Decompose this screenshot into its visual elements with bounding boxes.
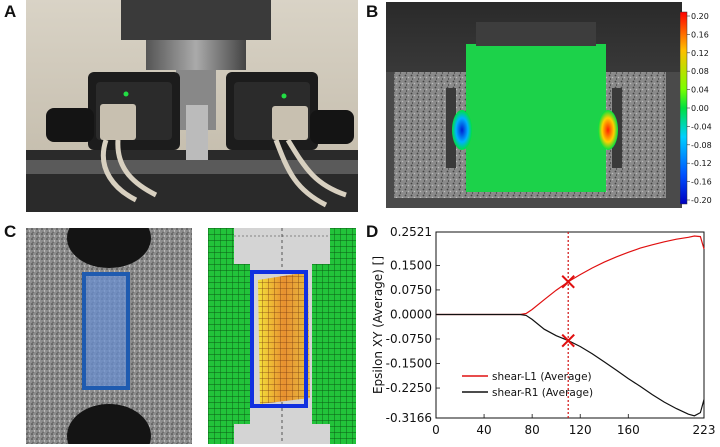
deformed-mesh-image (208, 228, 356, 444)
x-tick-label: 0 (432, 423, 440, 437)
plot-frame (435, 231, 705, 419)
camera-setup-photo (26, 0, 358, 212)
colorbar-tick-label: 0.08 (691, 67, 709, 76)
y-tick-label: 0.0750 (390, 283, 432, 297)
legend-label: shear-L1 (Average) (492, 371, 592, 383)
colorbar-tick-label: 0.20 (691, 12, 709, 21)
panel-label-b: B (366, 2, 379, 21)
mesh-roi-box (250, 270, 308, 408)
y-tick-label: 0.1500 (390, 258, 432, 272)
panel-label-a: A (4, 2, 17, 21)
shear-strain-chart: 0 40 80 120 160 223 0.2521 0.1500 0.0750 0.0000 -0… (371, 225, 716, 437)
y-tick-label: -0.2250 (386, 381, 432, 395)
region-of-interest-box (82, 272, 130, 390)
x-tick-label: 120 (569, 423, 592, 437)
colorbar-tick-label: 0.12 (691, 49, 709, 58)
colorbar: 0.20 0.16 0.12 0.08 0.04 0.00 -0.04 -0.08 -0.12 -… (680, 11, 712, 205)
x-tick-label: 80 (525, 423, 540, 437)
y-tick-label: -0.3166 (386, 411, 432, 425)
colorbar-tick-label: 0.00 (691, 104, 709, 113)
panel-label-c: C (4, 222, 17, 241)
specimen-speckle-image (26, 228, 192, 444)
x-tick-label: 223 (693, 423, 716, 437)
y-tick-label: -0.0750 (386, 332, 432, 346)
x-marker (561, 333, 575, 348)
colorbar-tick-label: -0.12 (691, 159, 712, 168)
strain-field-image (386, 2, 682, 208)
x-tick-label: 160 (617, 423, 640, 437)
x-tick-label: 40 (476, 423, 491, 437)
colorbar-tick-label: -0.04 (691, 122, 712, 131)
y-axis-label: Epsilon XY (Average) [] (371, 256, 385, 394)
x-marker (561, 275, 575, 289)
y-tick-label: 0.0000 (390, 307, 432, 321)
series-line (436, 235, 705, 316)
y-tick-label: -0.1500 (386, 357, 432, 371)
right-camera (226, 72, 354, 150)
left-camera (46, 72, 180, 150)
y-tick-label: 0.2521 (390, 225, 432, 239)
colorbar-tick-label: 0.16 (691, 30, 709, 39)
panel-label-d: D (366, 222, 379, 241)
colorbar-tick-label: -0.16 (691, 178, 712, 187)
colorbar-gradient (680, 11, 688, 205)
series-line (436, 313, 705, 417)
legend-label: shear-R1 (Average) (492, 387, 593, 399)
colorbar-tick-label: -0.20 (691, 196, 712, 205)
colorbar-tick-label: 0.04 (691, 86, 709, 95)
colorbar-tick-label: -0.08 (691, 141, 712, 150)
